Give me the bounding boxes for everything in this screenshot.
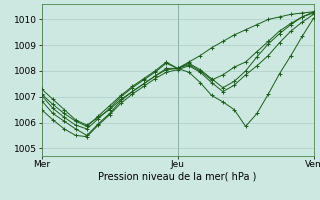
X-axis label: Pression niveau de la mer( hPa ): Pression niveau de la mer( hPa ) — [99, 172, 257, 182]
